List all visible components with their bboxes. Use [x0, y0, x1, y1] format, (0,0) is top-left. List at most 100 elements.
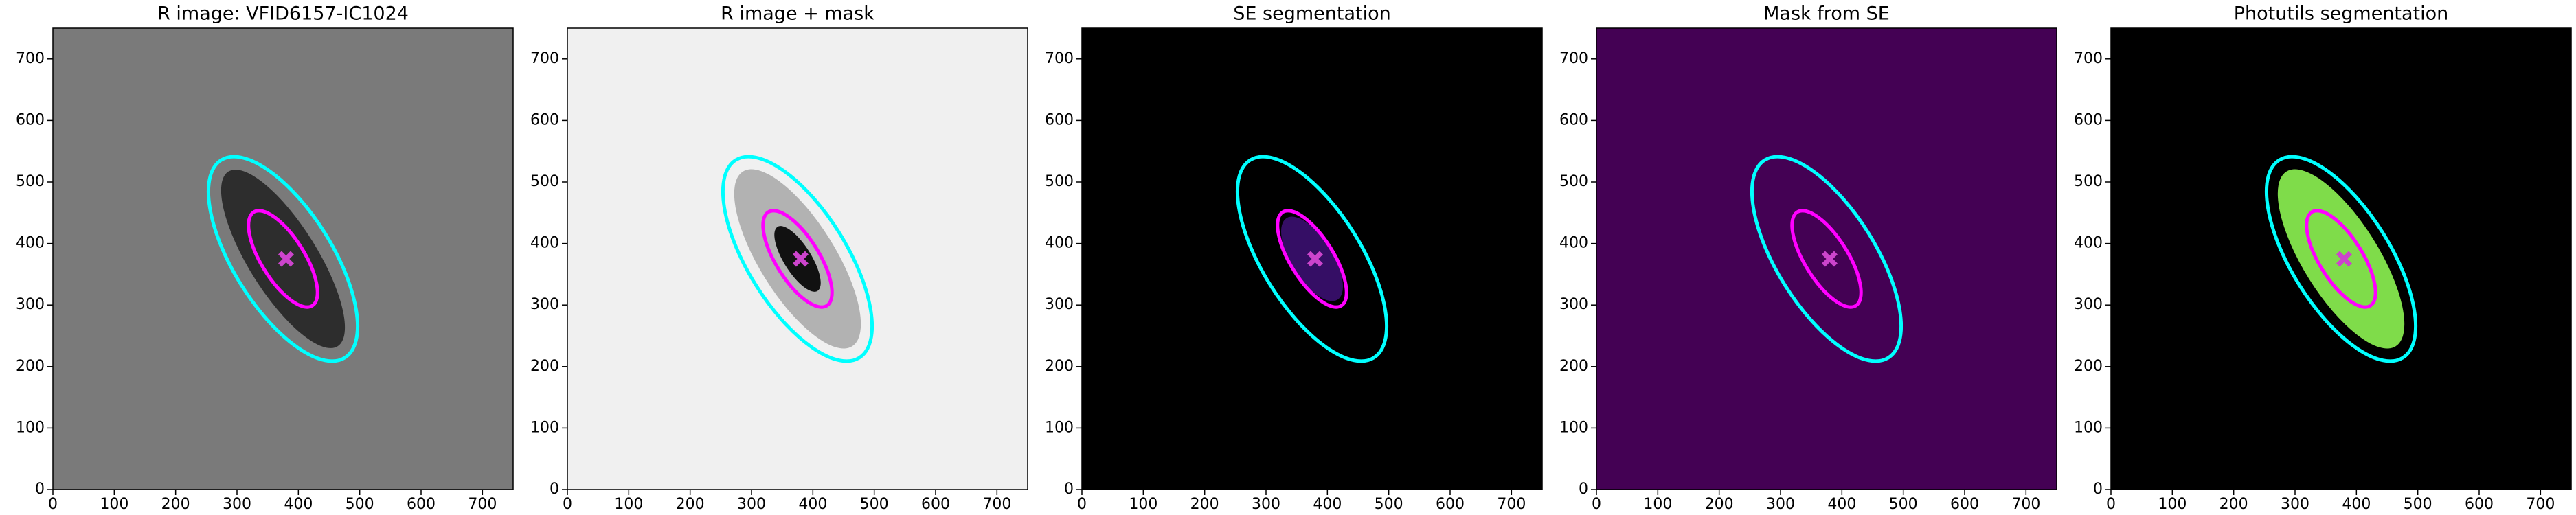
x-tick-label: 0 — [563, 496, 572, 513]
y-tick-label: 100 — [530, 419, 559, 436]
image-layer — [721, 154, 874, 363]
x-tick-label: 400 — [798, 496, 827, 513]
y-tick-label: 700 — [1559, 50, 1588, 67]
y-tick-label: 300 — [1045, 296, 1074, 313]
y-tick-label: 100 — [2074, 419, 2103, 436]
y-tick-label: 500 — [1559, 173, 1588, 190]
x-tick-label: 100 — [1129, 496, 1157, 513]
aperture-ellipse — [761, 209, 834, 309]
y-tick-label: 100 — [16, 419, 45, 436]
panel-title: Mask from SE — [1763, 3, 1890, 25]
x-tick-label: 500 — [1889, 496, 1918, 513]
y-tick-label: 300 — [530, 296, 559, 313]
y-tick-label: 200 — [1045, 358, 1074, 375]
x-tick-label: 200 — [2219, 496, 2248, 513]
y-tick-label: 600 — [2074, 111, 2103, 128]
axes-frame — [567, 27, 1028, 490]
x-tick-label: 600 — [407, 496, 436, 513]
y-tick-label: 200 — [530, 358, 559, 375]
center-marker — [2336, 251, 2352, 267]
x-tick-label: 0 — [48, 496, 58, 513]
x-tick-label: 200 — [1705, 496, 1734, 513]
x-tick-label: 300 — [223, 496, 251, 513]
x-tick-label: 600 — [1436, 496, 1465, 513]
y-tick-label: 200 — [1559, 358, 1588, 375]
y-tick-label: 200 — [2074, 358, 2103, 375]
panel-title: SE segmentation — [1233, 3, 1390, 25]
y-tick-label: 500 — [530, 173, 559, 190]
x-tick-label: 500 — [1375, 496, 1403, 513]
x-tick-label: 300 — [1766, 496, 1795, 513]
center-marker — [278, 251, 294, 267]
x-tick-label: 500 — [860, 496, 889, 513]
aperture-ellipse — [2264, 154, 2418, 363]
y-tick-label: 700 — [16, 50, 45, 67]
x-tick-label: 700 — [468, 496, 497, 513]
aperture-ellipse — [721, 154, 874, 363]
y-tick-label: 0 — [1064, 481, 1074, 498]
y-tick-label: 500 — [16, 173, 45, 190]
y-tick-label: 100 — [1559, 419, 1588, 436]
x-tick-label: 100 — [100, 496, 128, 513]
y-tick-label: 500 — [1045, 173, 1074, 190]
y-tick-label: 600 — [16, 111, 45, 128]
x-tick-label: 100 — [1643, 496, 1672, 513]
panel-title: R image + mask — [721, 3, 874, 25]
aperture-ellipse — [1750, 154, 1903, 363]
x-tick-label: 600 — [921, 496, 950, 513]
aperture-ellipse — [247, 209, 319, 309]
aperture-ellipse — [1276, 209, 1348, 309]
y-tick-label: 600 — [530, 111, 559, 128]
y-tick-label: 0 — [550, 481, 559, 498]
x-tick-label: 100 — [614, 496, 643, 513]
y-tick-label: 0 — [2093, 481, 2103, 498]
y-tick-label: 0 — [35, 481, 45, 498]
x-tick-label: 500 — [346, 496, 374, 513]
x-tick-label: 300 — [737, 496, 766, 513]
x-tick-label: 700 — [2526, 496, 2555, 513]
x-tick-label: 0 — [2106, 496, 2116, 513]
aperture-ellipse — [2305, 209, 2377, 309]
x-tick-label: 0 — [1077, 496, 1087, 513]
x-tick-label: 200 — [161, 496, 190, 513]
x-tick-label: 300 — [2281, 496, 2309, 513]
panel-title: Photutils segmentation — [2234, 3, 2449, 25]
center-marker — [792, 251, 809, 267]
center-marker — [1307, 251, 1323, 267]
y-tick-label: 0 — [1579, 481, 1588, 498]
x-tick-label: 100 — [2158, 496, 2187, 513]
x-tick-label: 700 — [1497, 496, 1526, 513]
x-tick-label: 0 — [1592, 496, 1601, 513]
y-tick-label: 600 — [1559, 111, 1588, 128]
image-layer — [1235, 154, 1389, 363]
aperture-ellipse — [1235, 154, 1389, 363]
x-tick-label: 400 — [284, 496, 313, 513]
x-tick-label: 400 — [2342, 496, 2371, 513]
y-tick-label: 400 — [1559, 235, 1588, 252]
image-layer — [1750, 154, 1903, 363]
x-tick-label: 200 — [676, 496, 705, 513]
y-tick-label: 600 — [1045, 111, 1074, 128]
y-tick-label: 400 — [2074, 235, 2103, 252]
axes-frame — [1596, 27, 2057, 490]
y-tick-label: 400 — [16, 235, 45, 252]
axes-frame — [52, 27, 514, 490]
x-tick-label: 700 — [2011, 496, 2040, 513]
y-tick-label: 700 — [530, 50, 559, 67]
x-tick-label: 600 — [1950, 496, 1979, 513]
y-tick-label: 100 — [1045, 419, 1074, 436]
y-tick-label: 300 — [16, 296, 45, 313]
y-tick-label: 700 — [2074, 50, 2103, 67]
image-layer — [206, 154, 360, 363]
aperture-ellipse — [1790, 209, 1863, 309]
x-tick-label: 200 — [1190, 496, 1219, 513]
image-layer — [2264, 154, 2418, 363]
x-tick-label: 400 — [1313, 496, 1342, 513]
x-tick-label: 400 — [1827, 496, 1856, 513]
y-tick-label: 700 — [1045, 50, 1074, 67]
x-tick-label: 700 — [982, 496, 1011, 513]
x-tick-label: 500 — [2404, 496, 2432, 513]
y-tick-label: 300 — [2074, 296, 2103, 313]
axes-frame — [2110, 27, 2572, 490]
